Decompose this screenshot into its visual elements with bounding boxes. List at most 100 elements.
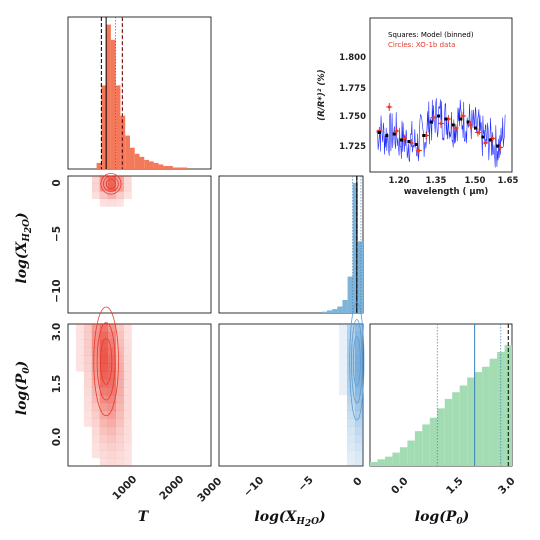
- model-point: [407, 140, 411, 143]
- heatmap-cell: [99, 418, 108, 427]
- data-point: [387, 105, 391, 109]
- y-tick: −10: [51, 279, 63, 302]
- heatmap-cell: [347, 363, 356, 372]
- x-ticks-T: 1000 2000 3000: [110, 473, 224, 504]
- heatmap-cell: [99, 402, 108, 411]
- hist-bar: [106, 24, 111, 169]
- x-tick: −10: [241, 474, 266, 499]
- spec-y-tick: 1.775: [339, 84, 366, 94]
- model-point: [444, 117, 448, 121]
- model-point: [474, 126, 477, 130]
- heatmap-cell: [91, 434, 100, 443]
- x-ticks-logX: −10 −5 0: [241, 474, 364, 499]
- heatmap-cell: [339, 363, 348, 372]
- x-tick: 0: [351, 475, 365, 489]
- heatmap-cell: [347, 458, 356, 467]
- heatmap-cell: [115, 442, 124, 451]
- heatmap-cell: [123, 418, 132, 427]
- heatmap-cell: [75, 331, 85, 340]
- heatmap-cell: [115, 176, 124, 184]
- heatmap-cell: [107, 434, 116, 443]
- heatmap-cell: [115, 458, 124, 467]
- heatmap-cell: [99, 371, 108, 380]
- model-point: [466, 120, 470, 124]
- heatmap-cell: [115, 355, 124, 364]
- heatmap-cell: [83, 363, 93, 372]
- heatmap-cell: [91, 379, 100, 388]
- hist-bar: [134, 153, 140, 169]
- model-point: [459, 117, 463, 121]
- hist-bar: [437, 408, 445, 466]
- heatmap-cell: [107, 176, 116, 184]
- x-ticks-logP: 0.0 1.5 3.0: [389, 475, 518, 497]
- heatmap-cell: [123, 371, 132, 380]
- hist-bar: [163, 165, 169, 169]
- heatmap-cell: [99, 363, 108, 372]
- heatmap-cell: [115, 324, 124, 333]
- hist-bar: [120, 115, 126, 169]
- hist-bar: [139, 156, 145, 169]
- heatmap-cell: [83, 324, 93, 333]
- heatmap-cell: [99, 442, 108, 451]
- heatmap-cell: [107, 418, 116, 427]
- contour-line: [105, 178, 117, 190]
- heatmap-cell: [347, 339, 356, 348]
- heatmap-cell: [75, 324, 85, 333]
- hist-bar: [327, 310, 333, 313]
- heatmap-cell: [123, 395, 132, 404]
- heatmap-cell: [123, 363, 132, 372]
- spec-y-tick: 1.725: [339, 142, 366, 152]
- spectrum-inset: Squares: Model (binned) Circles: XO-1b d…: [317, 17, 519, 197]
- x-tick: 3.0: [496, 475, 518, 497]
- heatmap-cell: [347, 434, 356, 443]
- heatmap-cell: [107, 395, 116, 404]
- x-tick: −5: [296, 474, 316, 494]
- heatmap-cell: [355, 434, 364, 443]
- spec-x-tick: 1.35: [426, 176, 447, 186]
- spec-y-label: (R/R*)² (%): [317, 69, 327, 120]
- heatmap-cell: [99, 331, 108, 340]
- heatmap-cell: [99, 339, 108, 348]
- contour-line: [349, 302, 365, 421]
- x-label-logX: log(XH2O): [254, 509, 325, 529]
- heatmap-T-logP: [75, 306, 132, 467]
- data-point: [454, 126, 458, 130]
- heatmap-cell: [115, 363, 124, 372]
- heatmap-cell: [355, 450, 364, 459]
- histogram-logP: [370, 324, 512, 466]
- model-point: [385, 134, 389, 137]
- model-point: [414, 143, 418, 146]
- heatmap-cell: [107, 450, 116, 459]
- heatmap-cell: [75, 363, 85, 372]
- y-tick: −5: [51, 226, 63, 242]
- hist-bar: [129, 147, 135, 169]
- spec-y-tick: 1.750: [339, 112, 366, 122]
- hist-bar: [467, 377, 475, 466]
- spec-x-tick: 1.65: [498, 176, 519, 186]
- heatmap-cell: [83, 402, 93, 411]
- heatmap-cell: [339, 371, 348, 380]
- heatmap-cell: [339, 324, 348, 333]
- heatmap-cell: [91, 331, 100, 340]
- heatmap-cell: [115, 331, 124, 340]
- heatmap-cell: [99, 176, 108, 184]
- heatmap-cell: [355, 371, 364, 380]
- heatmap-cell: [355, 426, 364, 435]
- heatmap-cell: [91, 371, 100, 380]
- heatmap-cell: [355, 442, 364, 451]
- heatmap-cell: [83, 418, 93, 427]
- model-point: [481, 135, 485, 139]
- y-tick: 0: [51, 179, 63, 186]
- heatmap-cell: [107, 339, 116, 348]
- hist-bar: [384, 456, 393, 466]
- heatmap-cell: [91, 191, 100, 200]
- model-point: [392, 132, 396, 136]
- contour-line: [352, 336, 361, 387]
- heatmap-cell: [107, 347, 116, 356]
- heatmap-cell: [339, 379, 348, 388]
- heatmap-cell: [115, 426, 124, 435]
- heatmap-cell: [347, 410, 356, 419]
- hist-bar: [482, 366, 490, 466]
- heatmap-cell: [83, 331, 93, 340]
